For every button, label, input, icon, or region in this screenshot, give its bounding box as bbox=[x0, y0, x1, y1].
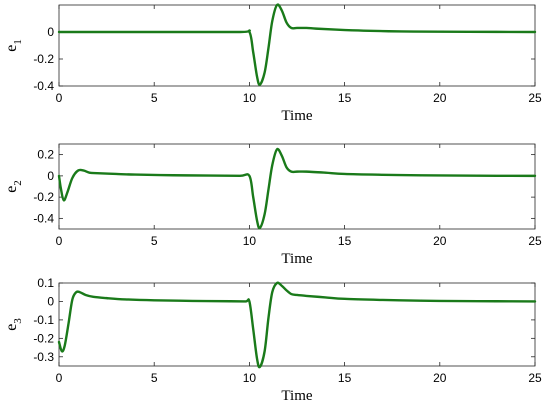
axes-frame-3 bbox=[58, 282, 536, 367]
x-tick-label-2-3: 15 bbox=[338, 234, 352, 248]
x-tick-label-2-0: 0 bbox=[56, 234, 63, 248]
y-tick-label-1-0: 0 bbox=[47, 25, 54, 39]
x-tick-label-3-4: 20 bbox=[433, 371, 447, 385]
x-tick-label-1-3: 15 bbox=[338, 91, 352, 105]
y-axis-subscript-3: 3 bbox=[12, 318, 24, 324]
x-axis-title-1: Time bbox=[281, 108, 312, 124]
panel-2: 0 5 10 15 20 25 0.2 0 -0.2 -0.4 Time e2 bbox=[3, 143, 542, 267]
y-tick-label-3-4: -0.3 bbox=[33, 350, 54, 364]
y-tick-label-2-1: 0 bbox=[47, 169, 54, 183]
y-tick-label-2-2: -0.2 bbox=[33, 190, 54, 204]
x-axis-title-2: Time bbox=[281, 251, 312, 267]
y-axis-symbol-3: e bbox=[3, 324, 20, 331]
y-axis-title-1: e1 bbox=[3, 39, 24, 52]
x-tick-label-3-2: 10 bbox=[243, 371, 257, 385]
x-tick-label-1-2: 10 bbox=[243, 91, 257, 105]
x-tick-label-1-1: 5 bbox=[151, 91, 158, 105]
y-tick-label-1-2: -0.4 bbox=[33, 79, 54, 93]
x-tick-label-3-3: 15 bbox=[338, 371, 352, 385]
x-tick-label-1-0: 0 bbox=[56, 91, 63, 105]
x-tick-label-2-4: 20 bbox=[433, 234, 447, 248]
x-tick-label-3-1: 5 bbox=[151, 371, 158, 385]
series-line-e2-0 bbox=[57, 147, 537, 230]
y-tick-label-1-1: -0.2 bbox=[33, 52, 54, 66]
axes-frame-1 bbox=[58, 4, 536, 87]
x-tick-label-2-5: 25 bbox=[528, 234, 542, 248]
y-tick-label-3-3: -0.2 bbox=[33, 331, 54, 345]
x-tick-label-3-0: 0 bbox=[56, 371, 63, 385]
y-tick-label-3-1: 0 bbox=[47, 294, 54, 308]
y-axis-title-2: e2 bbox=[3, 180, 24, 193]
y-axis-title-3: e3 bbox=[3, 318, 24, 331]
y-tick-label-3-2: -0.1 bbox=[33, 313, 54, 327]
x-tick-label-2-2: 10 bbox=[243, 234, 257, 248]
x-tick-label-1-5: 25 bbox=[528, 91, 542, 105]
x-tick-label-2-1: 5 bbox=[151, 234, 158, 248]
y-axis-subscript-2: 2 bbox=[12, 180, 24, 186]
x-tick-label-1-4: 20 bbox=[433, 91, 447, 105]
x-axis-title-3: Time bbox=[281, 388, 312, 404]
y-axis-symbol-1: e bbox=[3, 45, 20, 52]
panel-3: 0 5 10 15 20 25 0.1 0 -0.1 -0.2 -0.3 Time e3 bbox=[3, 276, 542, 404]
y-axis-symbol-2: e bbox=[3, 186, 20, 193]
y-tick-label-2-3: -0.4 bbox=[33, 211, 54, 225]
y-tick-label-3-0: 0.1 bbox=[37, 276, 54, 290]
y-tick-label-2-0: 0.2 bbox=[37, 148, 54, 162]
series-line-e3-0 bbox=[57, 281, 537, 369]
y-axis-subscript-1: 1 bbox=[12, 39, 24, 45]
series-line-e1-0 bbox=[57, 3, 537, 86]
x-tick-label-3-5: 25 bbox=[528, 371, 542, 385]
panel-1: 0 5 10 15 20 25 0 -0.2 -0.4 Time e1 bbox=[3, 3, 542, 124]
axes-frame-2 bbox=[58, 143, 536, 230]
